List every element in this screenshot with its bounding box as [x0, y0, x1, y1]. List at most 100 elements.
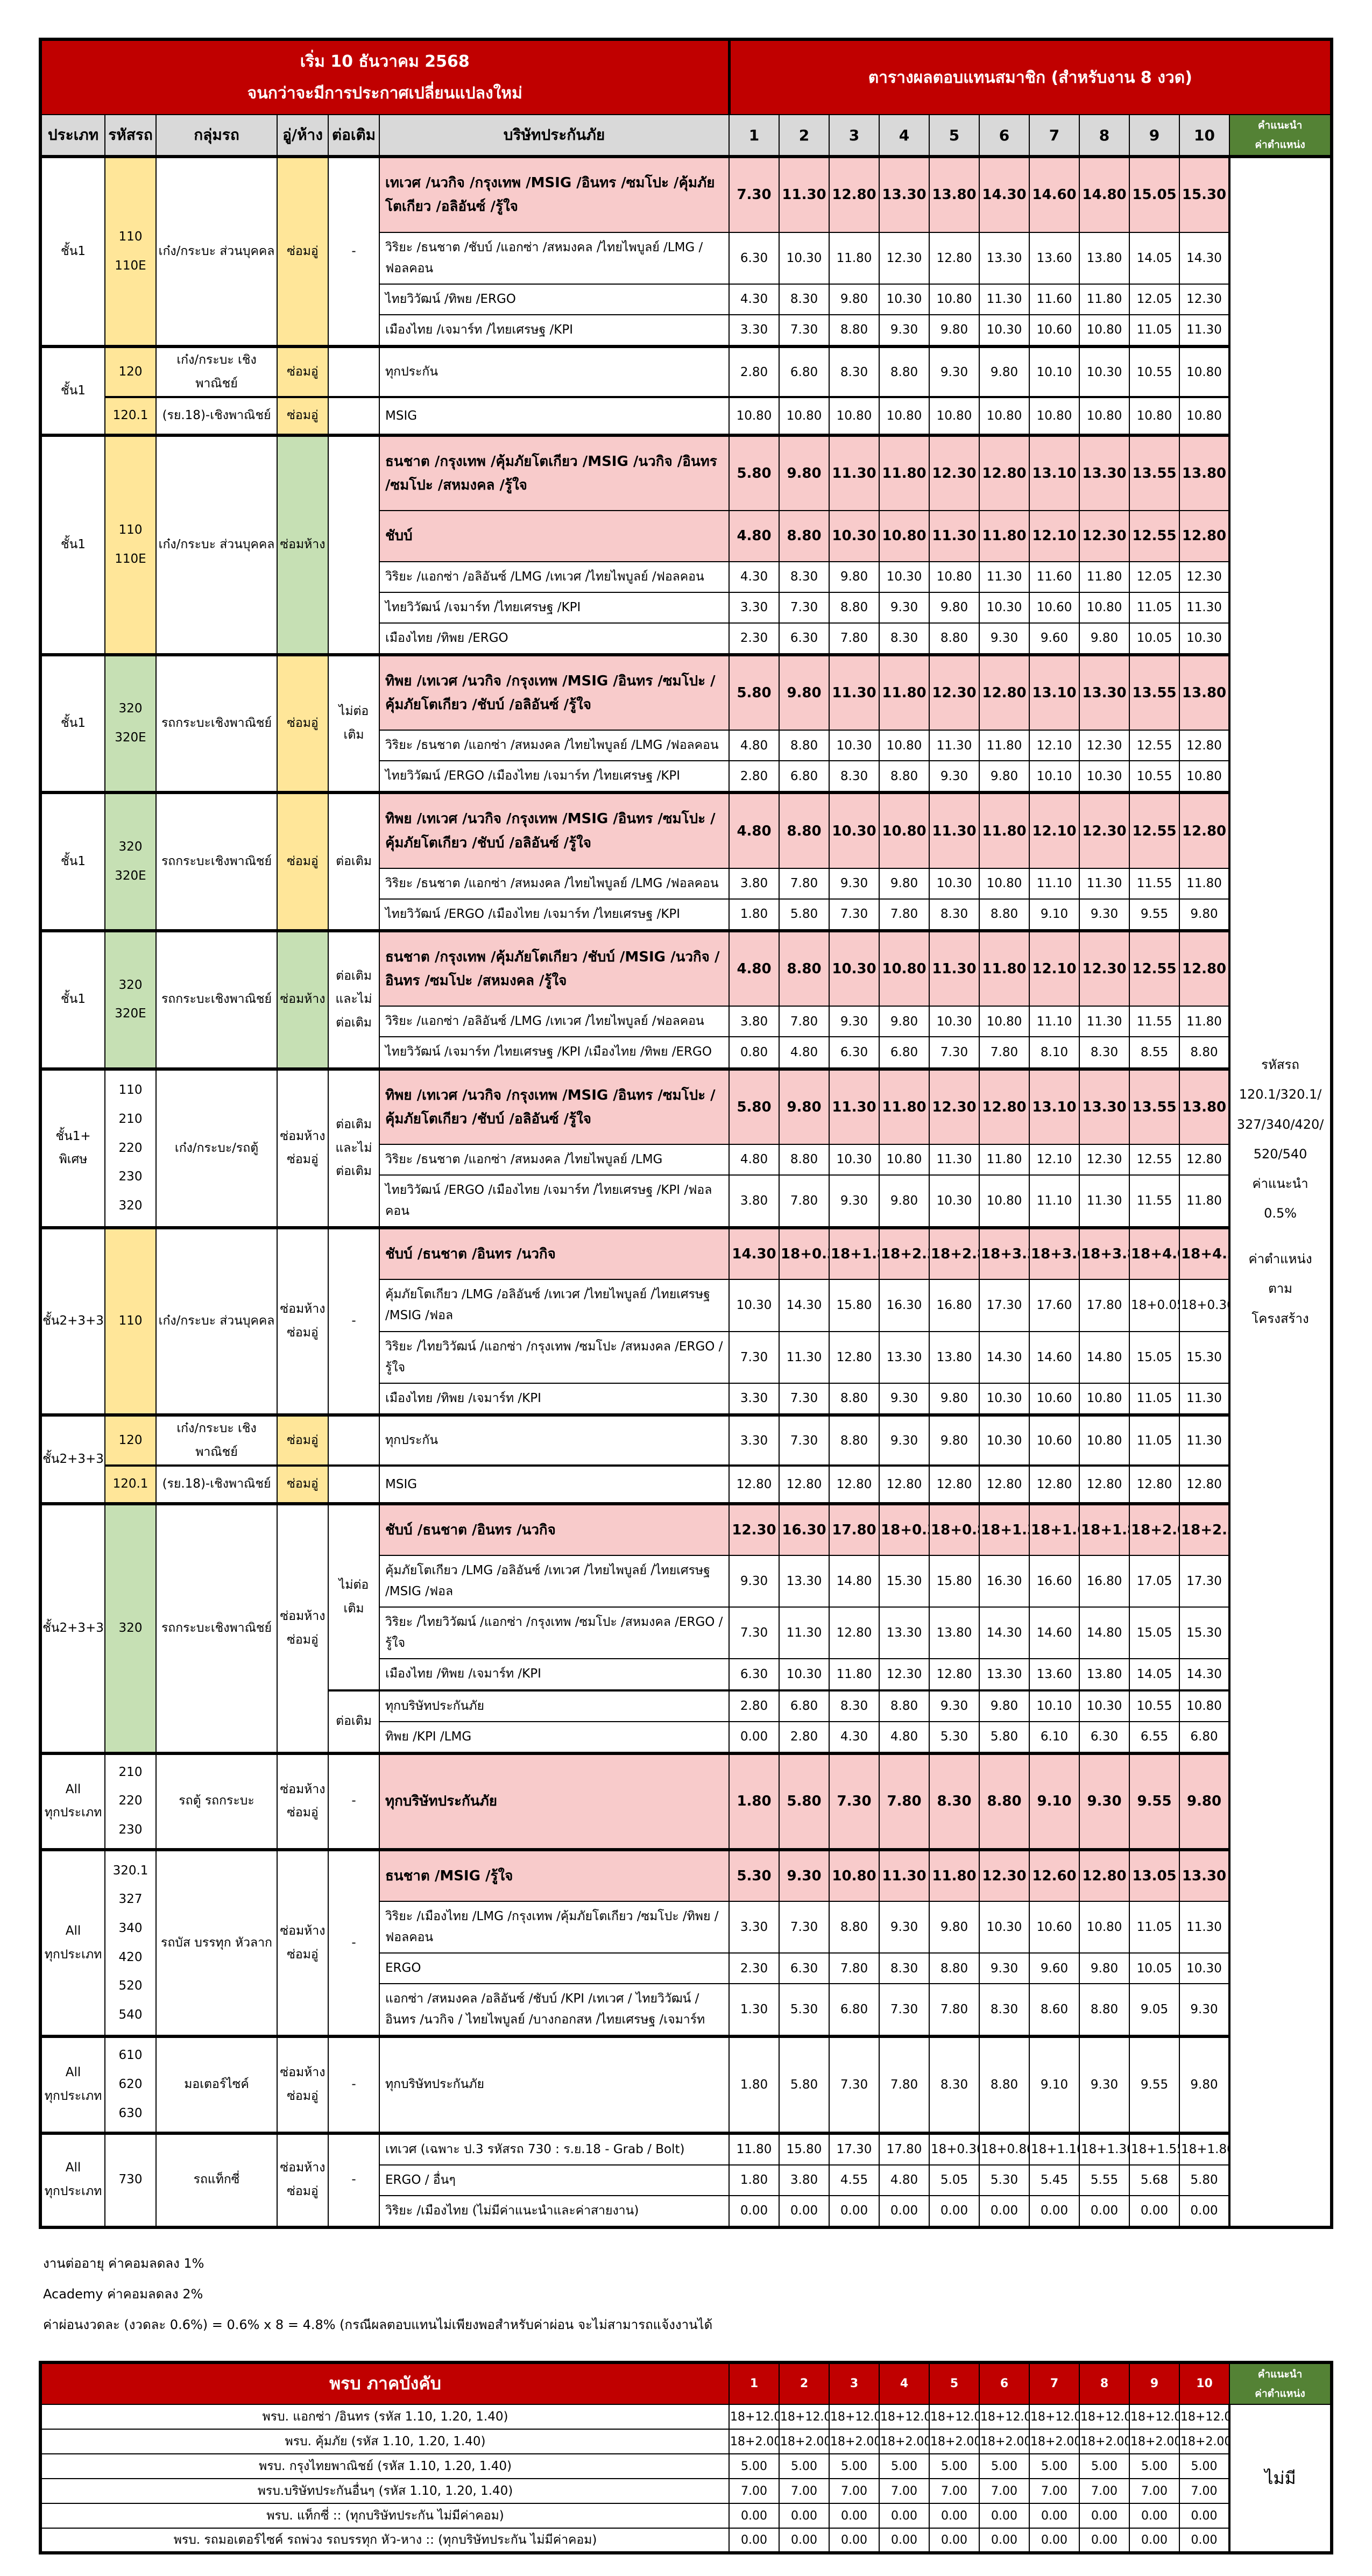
rate-cell: 13.05 [1129, 1848, 1180, 1902]
prb-rate-cell: 5.00 [979, 2453, 1030, 2479]
repair-type-cell: ซ่อมอู่ [277, 155, 329, 347]
prb-rate-cell: 5.00 [1179, 2453, 1230, 2479]
vehicle-code: 230 [118, 1170, 143, 1184]
vehicle-class-cell: ชั้น1 [40, 434, 105, 655]
vehicle-code-cell: 610 620 630 [104, 2035, 157, 2134]
rate-cell: 14.80 [1079, 1607, 1130, 1660]
rate-cell: 10.60 [1029, 314, 1080, 347]
rate-cell: 8.80 [879, 1689, 930, 1722]
prb-rate-cell: 0.00 [829, 2503, 880, 2529]
rate-cell: 9.80 [1079, 622, 1130, 655]
insurer-cell: เมืองไทย /ทิพย /ERGO [378, 622, 730, 655]
rate-cell: 9.80 [979, 344, 1030, 398]
repair-type-cell: ซ่อมห้าง ซ่อมอู่ [277, 2131, 329, 2228]
rate-cell: 11.80 [729, 2131, 780, 2165]
rate-cell: 8.80 [829, 1413, 880, 1467]
vehicle-code-cell: 320 320E [104, 791, 157, 931]
insurer-cell: เมืองไทย /เจมาร์ท /ไทยเศรษฐ /KPI [378, 314, 730, 347]
vehicle-code: 320 [118, 1620, 143, 1635]
col-header-garage: อู่/ห้าง [277, 114, 329, 158]
rate-cell: 12.80 [829, 155, 880, 233]
rate-cell: 12.30 [729, 1502, 780, 1556]
rate-cell: 9.80 [1179, 1751, 1230, 1850]
prb-rate-cell: 18+2.00 [1029, 2429, 1080, 2454]
rate-cell: 12.80 [979, 653, 1030, 731]
vehicle-code: 110 [118, 1314, 143, 1328]
prb-rate-cell: 18+2.00 [979, 2429, 1030, 2454]
rate-cell: 5.80 [779, 2035, 830, 2134]
prb-no-advice-cell: ไม่มี [1228, 2404, 1333, 2553]
rate-cell: 4.80 [729, 791, 780, 869]
rate-cell: 14.05 [1129, 1658, 1180, 1691]
rate-cell: 8.80 [779, 1143, 830, 1176]
rate-cell: 12.80 [1179, 510, 1230, 562]
vehicle-class-cell: ชั้น1 [40, 791, 105, 931]
rate-cell: 16.30 [879, 1279, 930, 1332]
table-row: วิริยะ /แอกซ่า /อลิอันซ์ /LMG /เทเวศ /ไท… [40, 1006, 1332, 1038]
vehicle-group-cell: เก๋ง/กระบะ เชิงพาณิชย์ [155, 1413, 278, 1467]
rate-cell: 14.80 [1079, 155, 1130, 233]
rate-cell: 1.80 [729, 898, 780, 931]
table-row: 120.1 (รย.18)-เชิงพาณิชย์ ซ่อมอู่ MSIG 10.80… [40, 396, 1332, 436]
rate-cell: 18+2.30 [1179, 1502, 1230, 1556]
rate-cell: 9.30 [829, 867, 880, 900]
start-date-text: เริ่ม 10 ธันวาคม 2568 [300, 52, 470, 71]
prb-label-cell: พรบ. แอกซ่า /อินทร (รหัส 1.10, 1.20, 1.4… [39, 2404, 730, 2430]
prb-advice-header-cell: คำแนะนำ ค่าตำแหน่ง [1229, 2361, 1333, 2405]
rate-cell: 11.80 [879, 653, 930, 731]
prb-row: พรบ. แท็กซี่ :: (ทุกบริษัทประกัน ไม่มีค่… [39, 2503, 1332, 2529]
rate-cell: 10.30 [779, 231, 830, 285]
vehicle-class-cell: All ทุกประเภท [40, 2131, 105, 2228]
insurer-cell: วิริยะ /ไทยวิวัฒน์ /แอกซ่า /กรุงเทพ /ซมโ… [378, 1331, 730, 1384]
prb-rate-cell: 18+12.00 [779, 2404, 830, 2430]
prb-period-header-cell: 10 [1179, 2361, 1230, 2405]
rate-cell: 10.80 [829, 396, 880, 436]
modification-cell: - [328, 2131, 380, 2228]
rate-cell: 8.30 [929, 1751, 980, 1850]
rate-cell: 18+0.80 [979, 2131, 1030, 2165]
rate-cell: 0.00 [729, 2195, 780, 2228]
rate-cell: 12.80 [829, 1331, 880, 1384]
table-row: วิริยะ /ธนชาต /ชับบ์ /แอกซ่า /สหมงคล /ไท… [40, 231, 1332, 285]
rate-cell: 10.30 [829, 1143, 880, 1176]
rate-cell: 9.60 [1029, 1952, 1080, 1985]
rate-cell: 3.80 [779, 2164, 830, 2196]
prb-rate-cell: 18+12.00 [879, 2404, 930, 2430]
rate-cell: 1.80 [729, 2164, 780, 2196]
vehicle-code: 220 [118, 1794, 143, 1808]
rate-cell: 3.30 [729, 1382, 780, 1416]
rate-cell: 13.80 [1079, 1658, 1130, 1691]
rate-cell: 17.30 [979, 1279, 1030, 1332]
rate-cell: 9.60 [1029, 622, 1080, 655]
col-header-insurer: บริษัทประกันภัย [378, 114, 730, 158]
prb-rate-cell: 18+12.00 [729, 2404, 780, 2430]
rate-cell: 10.30 [829, 730, 880, 762]
rate-cell: 9.30 [1179, 1983, 1230, 2037]
prb-rate-cell: 18+2.00 [1079, 2429, 1130, 2454]
rate-cell: 12.80 [829, 1607, 880, 1660]
rate-cell: 11.30 [1179, 1900, 1230, 1954]
rate-cell: 10.30 [979, 1900, 1030, 1954]
rate-cell: 11.80 [829, 1658, 880, 1691]
modification-cell [328, 434, 380, 655]
rate-cell: 18+3.80 [1079, 1226, 1130, 1280]
rate-cell: 15.05 [1129, 1331, 1180, 1384]
repair-type-cell: ซ่อมห้าง ซ่อมอู่ [277, 2035, 329, 2134]
prb-rate-cell: 7.00 [929, 2478, 980, 2504]
rate-cell: 4.55 [829, 2164, 880, 2196]
insurer-cell: ทุกบริษัทประกันภัย [378, 1751, 730, 1850]
prb-rate-cell: 0.00 [829, 2528, 880, 2553]
rate-cell: 10.30 [829, 929, 880, 1007]
rate-cell: 17.60 [1029, 1279, 1080, 1332]
rate-cell: 9.80 [879, 1006, 930, 1038]
rate-cell: 10.80 [779, 396, 830, 436]
rate-cell: 12.80 [1029, 1464, 1080, 1504]
rate-cell: 12.80 [1179, 791, 1230, 869]
rate-cell: 10.80 [1079, 1413, 1130, 1467]
rate-cell: 11.30 [829, 1067, 880, 1145]
vehicle-code: 730 [118, 2172, 143, 2187]
rate-cell: 9.80 [929, 1382, 980, 1416]
table-row: ชั้น2+3+3 320 รถกระบะเชิงพาณิชย์ ซ่อมห้าง ซ… [40, 1502, 1332, 1754]
rate-cell: 10.30 [729, 1279, 780, 1332]
rate-cell: 4.80 [729, 510, 780, 562]
